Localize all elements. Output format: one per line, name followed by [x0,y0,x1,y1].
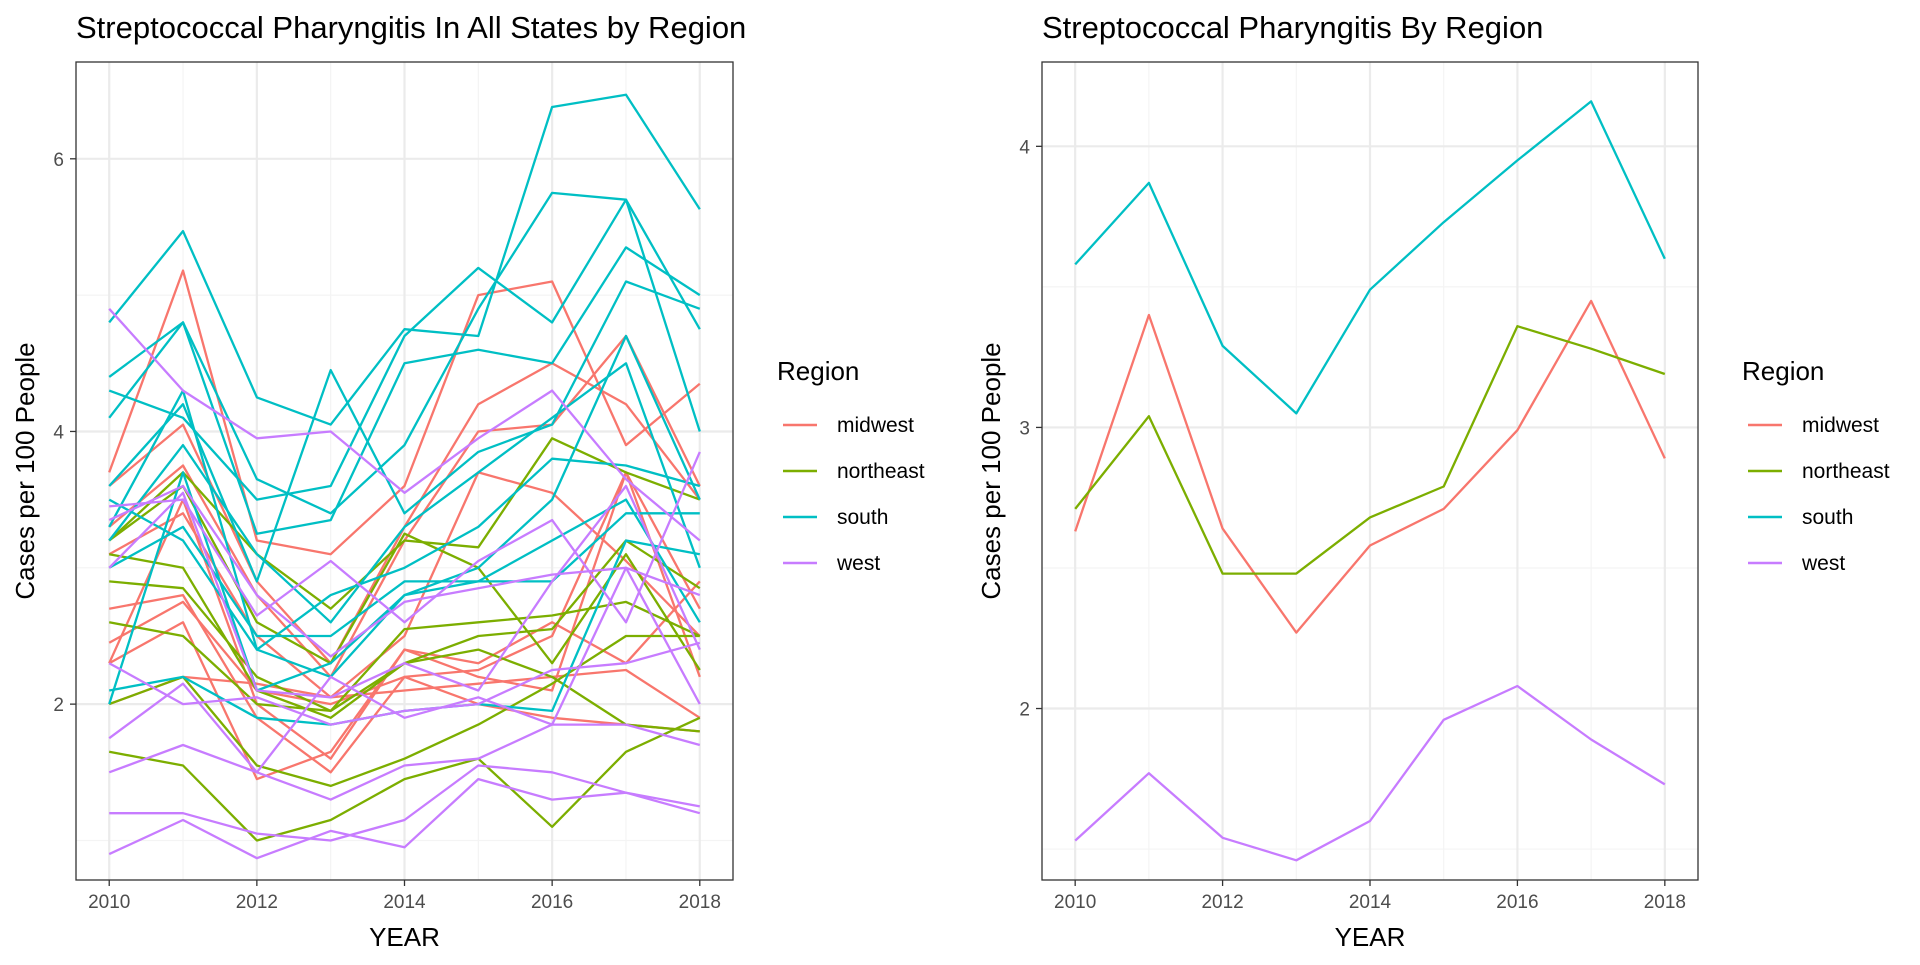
x-axis-label: YEAR [369,922,440,952]
y-tick-label: 4 [53,422,64,443]
series-line-south [108,191,701,515]
x-tick-label: 2012 [236,892,278,913]
y-tick-label: 6 [53,150,64,171]
legend: Region midwest northeast south west [777,356,925,575]
series-line-west [109,764,701,842]
series-line-west [108,777,701,860]
legend-label-midwest: midwest [837,414,914,437]
series-line-midwest [108,471,701,699]
series-line-west [108,641,701,726]
series-line-west [108,566,701,774]
x-tick-label: 2010 [88,892,130,913]
legend-label-west: west [836,552,880,575]
y-tick-label: 3 [1019,418,1030,439]
legend-label-northeast: northeast [1802,460,1890,483]
series-line-northeast [108,716,701,842]
series-line-midwest [108,600,700,733]
y-tick-label: 2 [1019,700,1030,721]
series-line-midwest [108,471,701,781]
series-line-northeast [108,484,701,671]
series-line-west [108,723,701,801]
series-line-south [108,93,701,426]
y-axis-label: Cases per 100 People [10,342,40,599]
y-tick-label: 2 [53,695,64,716]
series-line-south [108,498,701,638]
y-tick-label: 4 [1019,137,1030,158]
legend: Region midwest northeast south west [1742,356,1890,575]
x-tick-label: 2010 [1054,892,1096,913]
x-tick-label: 2016 [531,892,573,913]
series-line-midwest [108,668,701,719]
series-line-south [108,246,701,535]
series-line-west [108,484,701,658]
x-tick-label: 2016 [1496,892,1538,913]
legend-label-midwest: midwest [1802,414,1879,437]
chart-panel-1: 2 4 6 2010 2012 2014 2016 2018 Streptococcal Pha… [10,10,925,952]
x-tick-label: 2012 [1201,892,1243,913]
series-line-northeast [1074,325,1666,575]
x-tick-label: 2014 [383,892,426,913]
x-axis-label: YEAR [1335,922,1406,952]
series-line-northeast [108,437,701,610]
series-line-west [108,308,701,542]
x-tick-label: 2014 [1349,892,1392,913]
series-line-west [1074,684,1666,862]
legend-label-south: south [837,506,888,529]
chart-title: Streptococcal Pharyngitis In All States … [76,10,746,45]
chart-title: Streptococcal Pharyngitis By Region [1042,10,1543,45]
chart-panel-2: 2 3 4 2010 2012 2014 2016 2018 Streptococcal Pha… [976,10,1890,952]
series-line-south [108,280,701,583]
x-tick-label: 2018 [1644,892,1686,913]
series-line-west [108,484,701,699]
series-line-south [108,362,701,624]
legend-label-northeast: northeast [837,460,925,483]
legend-label-west: west [1801,552,1845,575]
series-line-south [108,457,701,651]
legend-label-south: south [1802,506,1853,529]
series-line-northeast [108,634,700,788]
series-line-west [109,451,701,624]
series-line-midwest [1074,299,1666,634]
series-line-south [108,198,701,501]
series-line-south [1074,100,1666,415]
series-line-northeast [109,580,701,713]
legend-title: Region [777,356,859,386]
y-axis-label: Cases per 100 People [976,342,1006,599]
x-tick-label: 2018 [679,892,721,913]
legend-title: Region [1742,356,1824,386]
series-line-south [108,389,700,679]
